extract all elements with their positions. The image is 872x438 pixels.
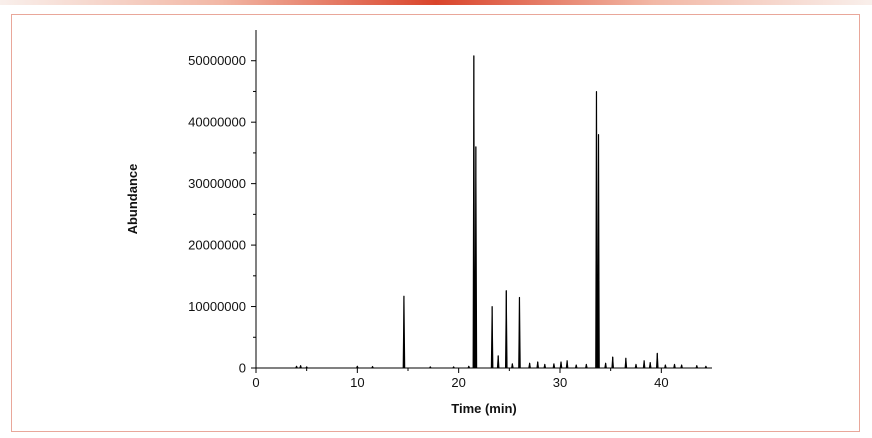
chromatogram-trace	[286, 55, 712, 369]
x-tick-label: 10	[350, 375, 364, 390]
x-tick-label: 0	[252, 375, 259, 390]
y-tick-label: 40000000	[188, 115, 246, 130]
y-tick-label: 10000000	[188, 299, 246, 314]
top-accent-bar	[0, 0, 872, 5]
x-tick-label: 40	[654, 375, 668, 390]
trace-group	[286, 55, 712, 369]
y-tick-label: 50000000	[188, 53, 246, 68]
x-tick-label: 30	[553, 375, 567, 390]
axes	[255, 30, 712, 369]
ticks: 0 10 20 30 40 0 10000000 20000000 30000000 400000…	[188, 53, 668, 390]
x-axis-title: Time (min)	[451, 401, 517, 416]
y-axis-title: Abundance	[125, 164, 140, 235]
x-tick-label: 20	[451, 375, 465, 390]
y-tick-label: 20000000	[188, 238, 246, 253]
figure-frame	[11, 14, 860, 432]
y-tick-label: 30000000	[188, 176, 246, 191]
y-tick-label: 0	[239, 361, 246, 376]
